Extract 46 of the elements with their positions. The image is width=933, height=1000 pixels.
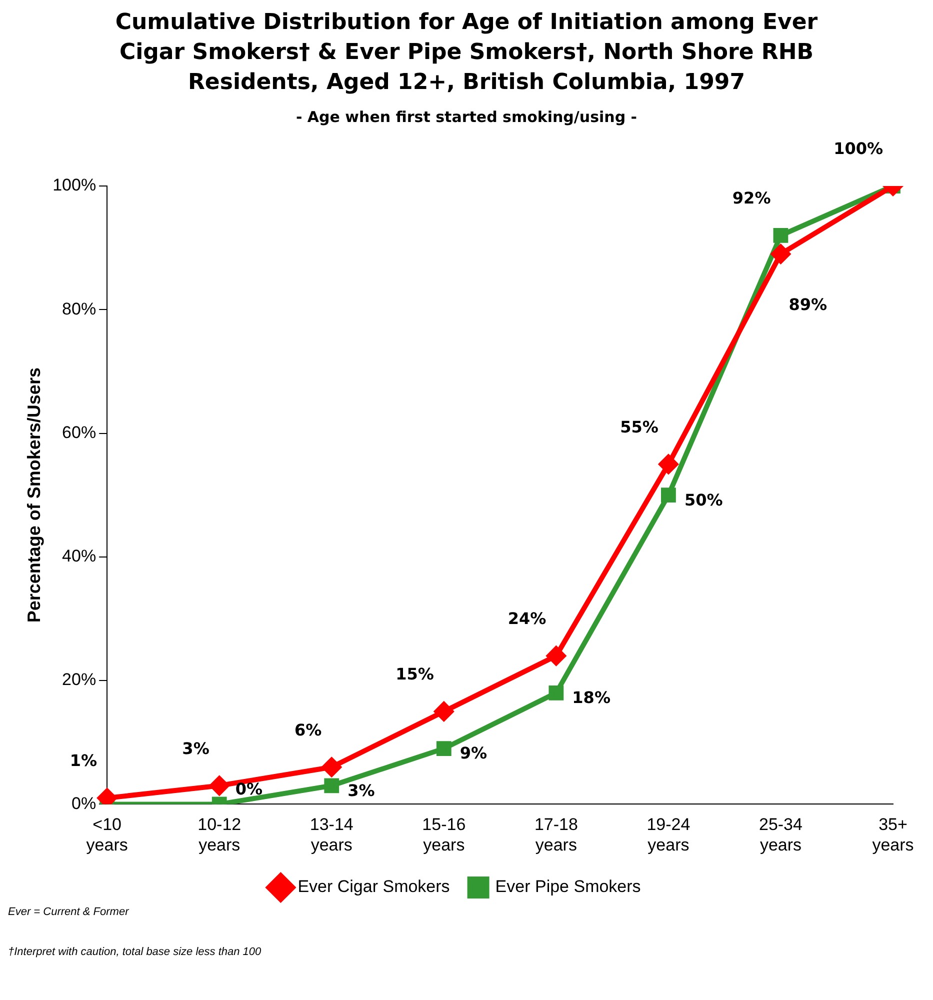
point (210, 776, 229, 796)
x-tick-label: 35+ years (872, 815, 914, 854)
legend-label: Ever Cigar Smokers (298, 877, 450, 896)
data-label: 6% (294, 720, 322, 740)
y-tick-label: 60% (62, 422, 96, 442)
point (661, 488, 676, 503)
point (773, 228, 788, 243)
point (322, 758, 342, 777)
text: †Interpret with caution, total base size less than 100 (8, 946, 262, 958)
y-tick-label: 100% (52, 176, 96, 195)
x-tick-label: 10-12 years (198, 815, 242, 854)
legend-label: Ever Pipe Smokers (495, 877, 641, 896)
data-label: 18% (572, 688, 610, 708)
chart-subtitle: - Age when first started smoking/using - (294, 108, 638, 126)
chart-title: Cumulative Distribution for Age of Initiation among Ever Cigar Smokers† & Ever Pipe Smokers†, North Shore RHB Residents, Aged 12+, British Columbia, 1997 (114, 9, 819, 97)
point (548, 685, 564, 700)
y-tick-label: 0% (72, 794, 96, 813)
x-tick-label: 15-16 years (422, 815, 466, 854)
y-tick-label: 80% (62, 299, 96, 318)
point (658, 454, 678, 474)
y-tick-label: 40% (62, 546, 96, 566)
point (546, 646, 566, 666)
point (324, 778, 340, 794)
x-tick-label: <10 years (86, 815, 128, 854)
x-tick-label: 13-14 years (310, 815, 354, 854)
data-label: 1% (70, 751, 98, 770)
data-label: 55% (620, 417, 658, 436)
data-label: 50% (684, 490, 723, 510)
text: Ever = Current & Former (8, 906, 130, 918)
y-axis-title: Percentage of Smokers/Users (24, 368, 44, 623)
data-label: 15% (396, 664, 434, 684)
data-label: 3% (182, 738, 210, 758)
data-label: 24% (508, 608, 546, 628)
data-label: 9% (460, 744, 488, 763)
point (436, 741, 452, 756)
data-label: 92% (732, 188, 771, 208)
x-tick-label: 25-34 years (758, 815, 802, 854)
y-tick-label: 20% (62, 670, 96, 690)
data-label: 89% (788, 295, 828, 314)
data-label: 3% (348, 780, 375, 800)
point (434, 702, 454, 721)
x-tick-label: 19-24 years (646, 815, 690, 854)
x-tick-label: 17-18 years (534, 815, 578, 854)
point (771, 244, 790, 264)
data-label: 0% (235, 779, 263, 798)
data-label: 100% (834, 139, 883, 158)
